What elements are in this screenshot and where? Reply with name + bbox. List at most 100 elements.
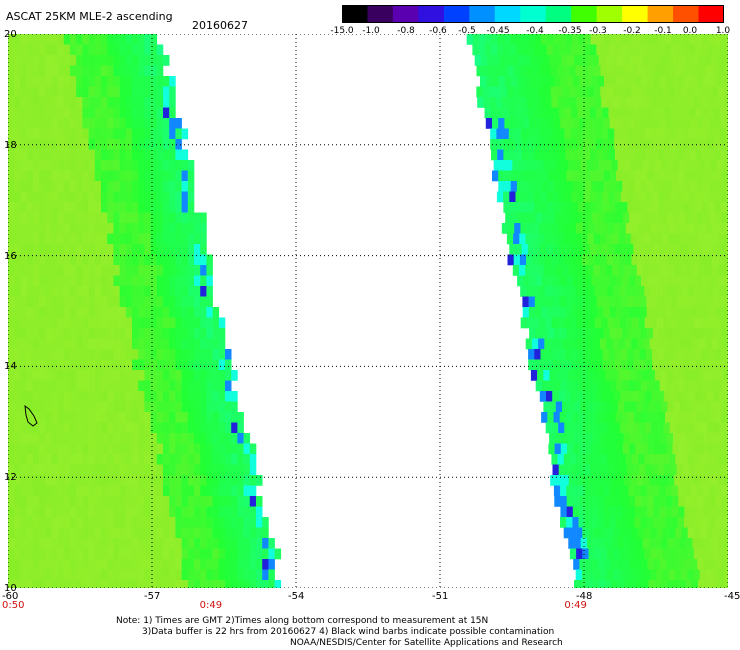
swath-cell	[76, 44, 83, 56]
swath-cell	[658, 244, 665, 255]
swath-cell	[218, 496, 226, 507]
swath-cell	[662, 286, 670, 297]
swath-cell	[57, 55, 65, 66]
swath-cell	[577, 191, 584, 203]
swath-cell	[527, 139, 534, 150]
swath-cell	[194, 233, 201, 245]
swath-cell	[88, 412, 96, 423]
swath-cell	[14, 380, 21, 392]
swath-cell	[175, 349, 182, 360]
swath-cell	[200, 391, 207, 402]
swath-cell	[200, 475, 207, 486]
swath-cell	[156, 86, 164, 98]
swath-cell	[94, 433, 102, 444]
swath-cell	[677, 359, 684, 371]
swath-cell	[20, 380, 27, 392]
swath-cell	[675, 454, 682, 465]
swath-cell	[206, 265, 213, 276]
swath-cell	[662, 338, 669, 350]
swath-cell	[144, 454, 151, 465]
swath-cell	[51, 317, 58, 329]
swath-cell	[682, 107, 690, 119]
swath-cell	[724, 254, 728, 266]
swath-cell	[150, 65, 158, 77]
swath-cell	[132, 443, 139, 455]
swath-cell	[101, 338, 108, 350]
swath-cell	[26, 569, 34, 581]
swath-cell	[534, 349, 541, 360]
swath-cell	[683, 412, 691, 423]
swath-cell	[163, 464, 170, 476]
swath-cell	[640, 485, 648, 497]
colorbar-label: -0.35	[558, 26, 582, 36]
swath-cell	[194, 286, 201, 297]
note-line-2: 3)Data buffer is 22 hrs from 20160627 4)…	[142, 627, 555, 637]
swath-cell	[156, 191, 164, 203]
swath-cell	[688, 139, 696, 150]
swath-cell	[119, 191, 127, 203]
swath-cell	[243, 496, 251, 507]
swath-cell	[163, 338, 170, 350]
swath-cell	[51, 391, 58, 402]
swath-cell	[200, 212, 207, 224]
swath-cell	[557, 254, 564, 266]
swath-cell	[617, 433, 624, 444]
swath-cell	[643, 65, 651, 77]
swath-cell	[169, 569, 176, 581]
swath-cell	[169, 538, 176, 549]
swath-cell	[480, 76, 487, 87]
swath-cell	[82, 380, 89, 392]
swath-cell	[206, 380, 213, 392]
swath-cell	[485, 34, 492, 45]
swath-cell	[546, 149, 554, 161]
swath-cell	[14, 160, 21, 171]
swath-cell	[528, 44, 535, 56]
colorbar-swatch	[469, 5, 496, 23]
swath-cell	[107, 443, 114, 455]
swath-cell	[635, 443, 642, 455]
swath-cell	[656, 569, 663, 581]
swath-cell	[621, 44, 628, 56]
swath-cell	[718, 86, 725, 98]
swath-cell	[63, 317, 71, 329]
swath-cell	[625, 548, 633, 560]
swath-cell	[535, 328, 542, 339]
swath-cell	[181, 475, 189, 486]
swath-cell	[119, 212, 127, 224]
swath-cell	[716, 55, 723, 66]
swath-cell	[132, 454, 139, 465]
swath-cell	[678, 118, 685, 129]
swath-cell	[612, 254, 620, 266]
swath-cell	[516, 34, 523, 45]
swath-cell	[678, 275, 685, 287]
swath-cell	[529, 118, 536, 129]
swath-cell	[581, 254, 589, 266]
swath-cell	[528, 359, 535, 371]
swath-cell	[640, 170, 648, 182]
swath-cell	[51, 559, 58, 570]
swath-cell	[653, 76, 661, 87]
swath-cell	[561, 55, 568, 66]
swath-cell	[200, 296, 207, 308]
swath-cell	[615, 412, 622, 423]
swath-cell	[676, 128, 683, 140]
swath-cell	[677, 149, 684, 161]
swath-cell	[712, 569, 719, 581]
swath-cell	[32, 160, 40, 171]
swath-cell	[539, 97, 546, 108]
swath-cell	[684, 496, 691, 507]
swath-cell	[70, 286, 77, 297]
swath-cell	[14, 296, 21, 308]
swath-cell	[237, 506, 244, 518]
swath-cell	[76, 317, 83, 329]
swath-cell	[528, 307, 536, 318]
swath-cell	[700, 97, 707, 108]
swath-cell	[39, 370, 46, 381]
swath-cell	[39, 128, 46, 140]
swath-cell	[664, 191, 671, 203]
swath-cell	[671, 181, 679, 192]
swath-cell	[588, 254, 595, 266]
swath-cell	[708, 296, 715, 308]
swath-cell	[604, 76, 611, 87]
swath-cell	[169, 97, 176, 108]
